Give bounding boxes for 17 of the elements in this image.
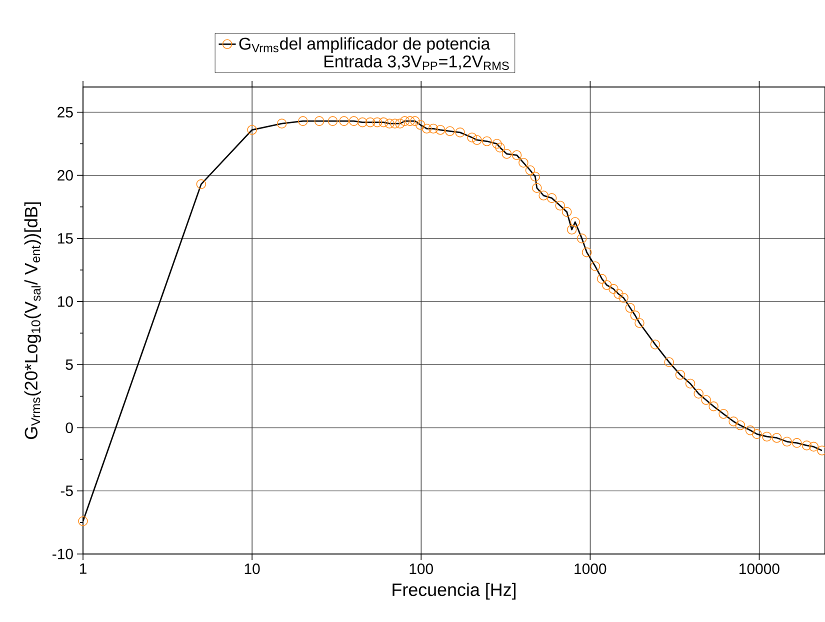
- legend-label: G$_{Vrms}$del amplificador de potencia: [239, 37, 490, 54]
- y-tick-label: 0: [66, 422, 73, 434]
- x-tick-label: 100: [410, 564, 433, 574]
- legend-title: Entrada 3,3V$_{PP}$=1,2V$_{RMS}$: [324, 55, 509, 70]
- text: G$_{Vrms}$(20*Log$_{10}$(V$_{sal}$/ V$_{ent}$))[dB]: [24, 202, 42, 439]
- y-tick-label: 5: [66, 359, 73, 370]
- y-tick-label: 15: [58, 233, 73, 244]
- x-tick-label: 1000: [574, 564, 606, 574]
- y-tick-label: -10: [52, 548, 73, 560]
- x-tick-label: 10000: [740, 564, 780, 574]
- y-tick-label: 25: [58, 106, 73, 118]
- y-tick-label: -5: [60, 486, 73, 496]
- y-tick-label: 10: [58, 296, 73, 307]
- x-axis-title: Frecuencia [Hz]: [392, 582, 516, 600]
- x-tick-label: 10: [244, 564, 260, 574]
- y-tick-label: 20: [58, 170, 73, 181]
- x-tick-label: 1: [80, 564, 86, 574]
